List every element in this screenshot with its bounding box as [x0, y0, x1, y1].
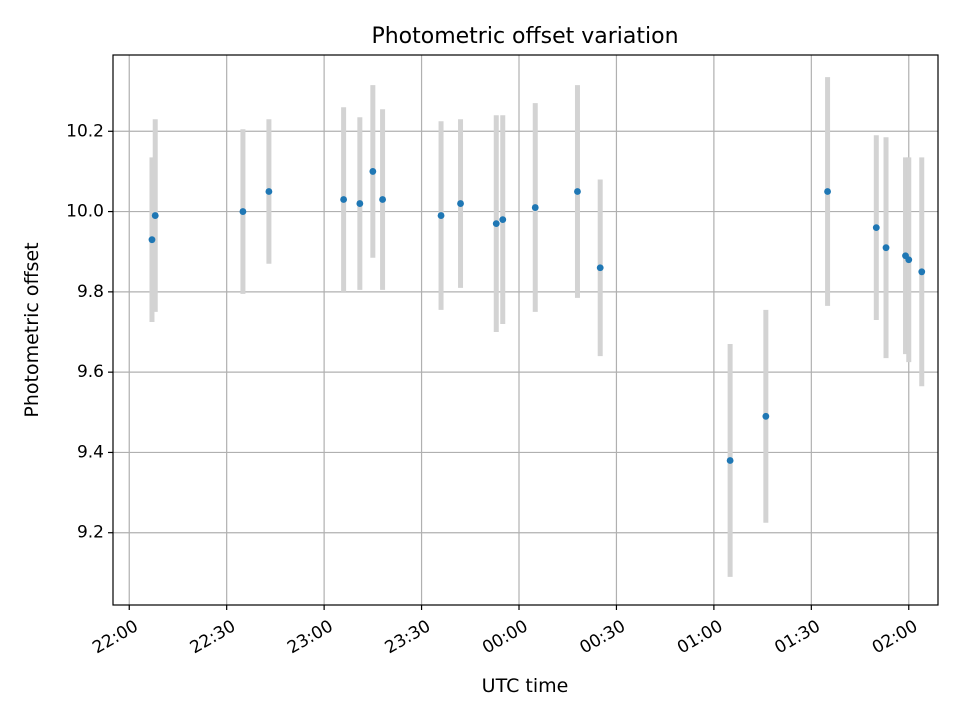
data-point [356, 200, 364, 207]
data-points [148, 168, 926, 464]
y-tick-label: 10.2 [66, 121, 104, 141]
chart-title: Photometric offset variation [371, 24, 678, 49]
data-point [379, 196, 386, 203]
y-tick-label: 9.6 [77, 362, 104, 382]
data-point [340, 196, 348, 203]
y-axis-label: Photometric offset [21, 242, 43, 417]
y-tick-label: 9.2 [77, 523, 104, 543]
x-axis-label: UTC time [482, 675, 569, 697]
data-point [531, 204, 539, 211]
grid [113, 55, 938, 605]
data-point [492, 220, 500, 228]
data-point [574, 188, 581, 195]
data-point [918, 268, 926, 276]
y-axis-ticks: 9.2 9.4 9.6 9.8 10.0 10.2 [66, 121, 113, 543]
data-point [596, 264, 604, 272]
data-point [499, 216, 507, 223]
data-point [872, 224, 880, 232]
data-point [437, 212, 445, 219]
data-point [369, 168, 377, 175]
data-point [148, 236, 156, 244]
plot-frame [112, 54, 939, 606]
y-tick-label: 9.4 [77, 442, 104, 462]
y-tick-label: 10.0 [66, 202, 104, 222]
plot-area [113, 55, 938, 605]
data-point [726, 457, 734, 464]
data-point [239, 208, 247, 215]
data-point [265, 188, 273, 195]
data-point [151, 212, 159, 219]
data-point [905, 256, 913, 264]
data-point [824, 188, 831, 195]
data-point [882, 244, 890, 252]
data-point [762, 412, 770, 420]
y-tick-label: 9.8 [77, 282, 104, 302]
data-point [457, 200, 464, 207]
